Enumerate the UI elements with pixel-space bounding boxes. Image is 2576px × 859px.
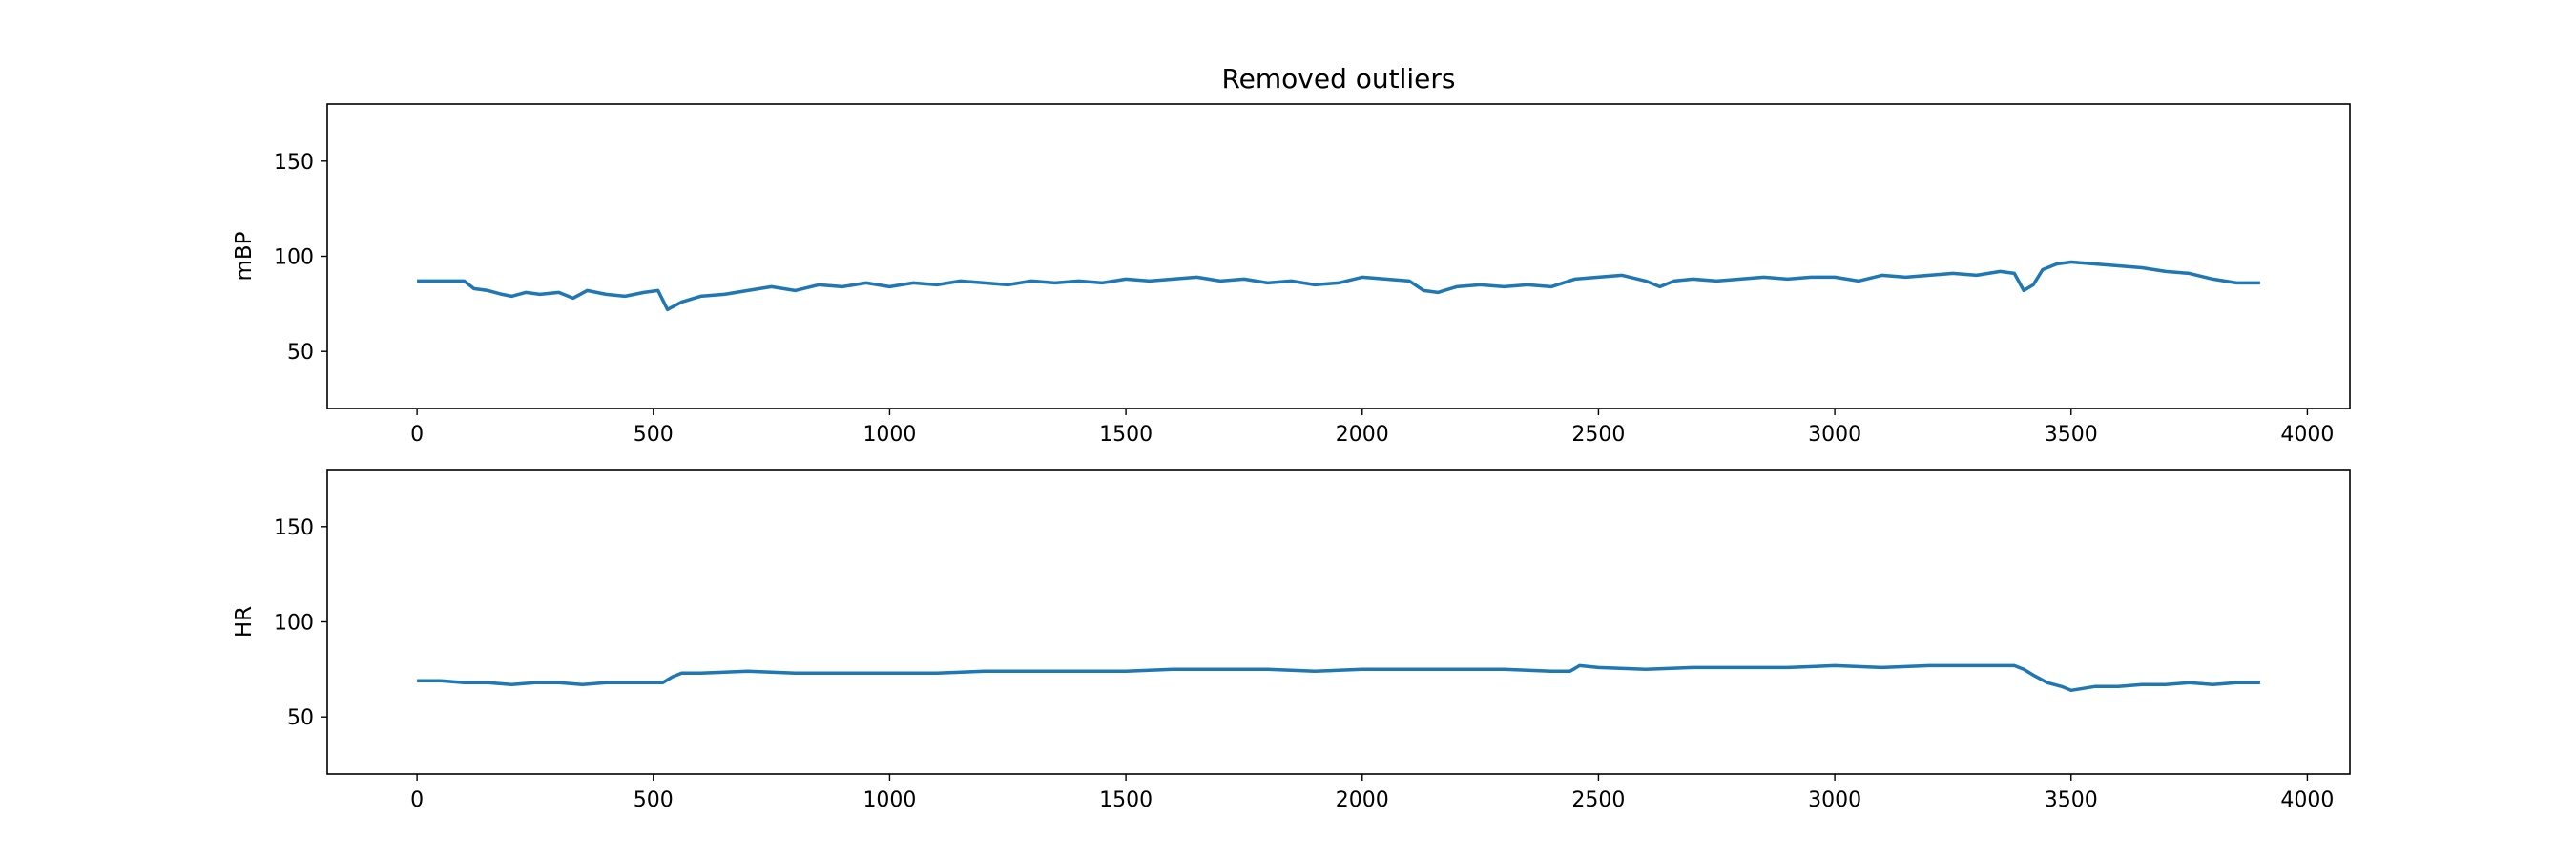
mbp-x-tick-label: 500 (634, 423, 674, 447)
hr-x-tick-label: 4000 (2280, 788, 2334, 812)
mbp-x-tick-label: 3500 (2045, 423, 2098, 447)
hr-x-tick-label: 1500 (1099, 788, 1153, 812)
mbp-panel: 0 500 1000 1500 2000 2500 3000 3500 4000 50 100 150… (232, 103, 2351, 447)
chart-title: Removed outliers (1221, 63, 1455, 94)
mbp-y-tick-label: 50 (287, 341, 314, 365)
hr-y-tick-label: 100 (274, 612, 314, 636)
mbp-x-tick-label: 2000 (1336, 423, 1389, 447)
mbp-x-tick-label: 1500 (1099, 423, 1153, 447)
mbp-x-tick-label: 2500 (1571, 423, 1625, 447)
mbp-y-axis-label: mBP (232, 231, 257, 281)
hr-x-tick-label: 1000 (862, 788, 916, 812)
hr-x-tick-label: 3500 (2045, 788, 2098, 812)
hr-y-tick-label: 150 (274, 516, 314, 540)
hr-x-tick-label: 2500 (1571, 788, 1625, 812)
mbp-x-tick-label: 4000 (2280, 423, 2334, 447)
hr-y-tick-label: 50 (287, 706, 314, 730)
mbp-y-tick-label: 100 (274, 246, 314, 270)
hr-x-tick-label: 0 (410, 788, 424, 812)
mbp-y-tick-label: 150 (274, 151, 314, 175)
hr-panel: 0 500 1000 1500 2000 2500 3000 3500 4000 50 100 150… (232, 469, 2351, 812)
hr-series-line (417, 663, 2260, 693)
hr-y-axis-label: HR (232, 606, 257, 638)
mbp-x-tick-label: 3000 (1808, 423, 1861, 447)
mbp-x-tick-label: 1000 (862, 423, 916, 447)
mbp-series-line (417, 260, 2260, 312)
mbp-x-tick-label: 0 (410, 423, 424, 447)
hr-x-tick-label: 500 (634, 788, 674, 812)
hr-x-tick-label: 3000 (1808, 788, 1861, 812)
hr-x-tick-label: 2000 (1336, 788, 1389, 812)
